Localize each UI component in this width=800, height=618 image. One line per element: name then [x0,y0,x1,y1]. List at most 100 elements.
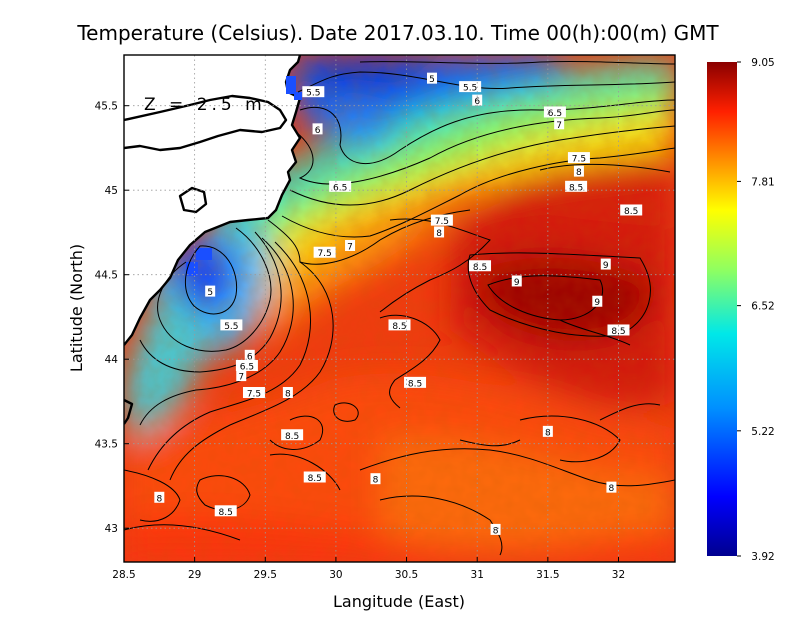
y-tick-label: 45.5 [95,101,118,113]
y-tick-label: 44 [105,354,119,366]
contour-label: 8 [436,229,442,239]
chart-title: Temperature (Celsius). Date 2017.03.10. … [76,21,719,45]
x-axis-label: Langitude (East) [333,592,465,611]
contour-label: 8 [156,494,162,504]
contour-label: 7.5 [317,249,331,259]
x-tick-label: 28.5 [112,569,135,581]
x-tick-label: 29 [188,569,201,581]
y-axis-ticks: 43 43.5 44 44.5 45 45.5 [95,101,129,535]
x-tick-label: 29.5 [254,569,277,581]
colorbar-tick-label: 3.92 [751,551,774,563]
y-tick-label: 44.5 [95,270,118,282]
contour-label-bg [606,481,617,493]
contour-label-bg [329,180,352,192]
contour-label: 7 [347,242,353,252]
contour-label-bg [242,387,265,398]
colorbar-tick-label: 6.52 [751,301,774,313]
y-axis-label: Latitude (North) [67,244,86,372]
y-tick-label: 43.5 [95,439,118,451]
contour-label-bg [459,81,482,93]
colorbar-tick-label: 7.81 [751,176,774,188]
contour-label-bg [554,118,565,130]
colorbar-tick-label: 9.05 [751,57,774,69]
contour-label-bg [302,86,325,98]
contour-label: 7 [238,373,244,383]
contour-label: 8 [373,476,379,486]
contour-label: 6.5 [548,109,562,119]
contour-label-bg [312,123,323,135]
x-tick-label: 32 [612,569,625,581]
contour-label-bg [345,239,356,251]
contour-label-bg [543,106,566,118]
contour-label: 8.5 [624,207,638,217]
contour-label-bg [511,275,522,287]
contour-label-bg [567,152,590,164]
contour-label: 8 [285,390,291,400]
x-tick-label: 31 [471,569,484,581]
contour-label-bg [281,429,304,441]
contour-label: 8.5 [308,474,322,484]
contour-label-bg [600,258,611,270]
x-tick-label: 30 [329,569,342,581]
contour-label: 8 [609,484,615,494]
contour-label: 8.5 [569,183,583,193]
contour-label-bg [490,523,501,535]
colorbar [707,62,737,556]
contour-label-bg [370,473,381,485]
contour-label: 6.5 [333,183,347,193]
x-tick-label: 30.5 [395,569,418,581]
colorbar-ticks: 9.05 7.81 6.52 5.22 3.92 [737,57,775,563]
contour-label-bg [434,226,445,238]
contour-label: 8 [576,168,582,178]
contour-label-bg [235,359,258,371]
contour-label: 9 [603,261,609,271]
contour-label: 5.5 [463,84,477,94]
contour-label: 6 [247,352,253,362]
contour-label-bg [220,319,243,331]
colorbar-tick-label: 5.22 [751,426,774,438]
contour-label: 8.5 [392,322,406,332]
contour-label: 8.5 [473,263,487,273]
contour-label-bg [620,204,643,216]
contour-label-bg [282,387,293,398]
contour-label: 7 [556,121,562,131]
x-axis-ticks: 28.5 29 29.5 30 30.5 31 31.5 32 [112,557,625,581]
contour-label-bg [388,319,411,331]
x-tick-label: 31.5 [536,569,559,581]
contour-label-bg [236,370,247,382]
contour-label: 5 [429,75,435,85]
contour-label: 7.5 [247,390,261,400]
contour-label: 9 [514,278,520,288]
contour-label: 8.5 [611,327,625,337]
contour-label-bg [430,214,453,226]
contour-label: 5.5 [224,322,238,332]
contour-label: 6 [474,97,480,107]
contour-label-bg [303,471,326,483]
contour-label-bg [205,285,216,297]
contour-label-bg [565,180,588,192]
contour-label: 8.5 [408,379,422,389]
contour-label-bg [154,491,165,503]
y-tick-label: 45 [105,185,118,197]
depth-annotation: Z = 2.5 m [144,95,266,115]
plot-frame [123,54,676,563]
contour-label-bg [573,165,584,177]
contour-label: 5.5 [306,89,320,99]
contour-label: 7.5 [435,217,449,227]
contour-label-bg [592,295,603,307]
contour-label-bg [542,425,553,437]
contour-label: 5 [207,288,213,298]
land-mask [124,55,300,345]
contour-label: 8.5 [219,508,233,518]
contour-label-bg [469,260,492,272]
grid-lines [124,55,675,562]
contour-label-bg [426,72,437,84]
contour-label-bg [244,349,255,361]
contour-label-bg [214,505,237,517]
y-tick-label: 43 [105,523,118,535]
contour-label: 8.5 [285,432,299,442]
contour-label-bg [313,246,336,258]
